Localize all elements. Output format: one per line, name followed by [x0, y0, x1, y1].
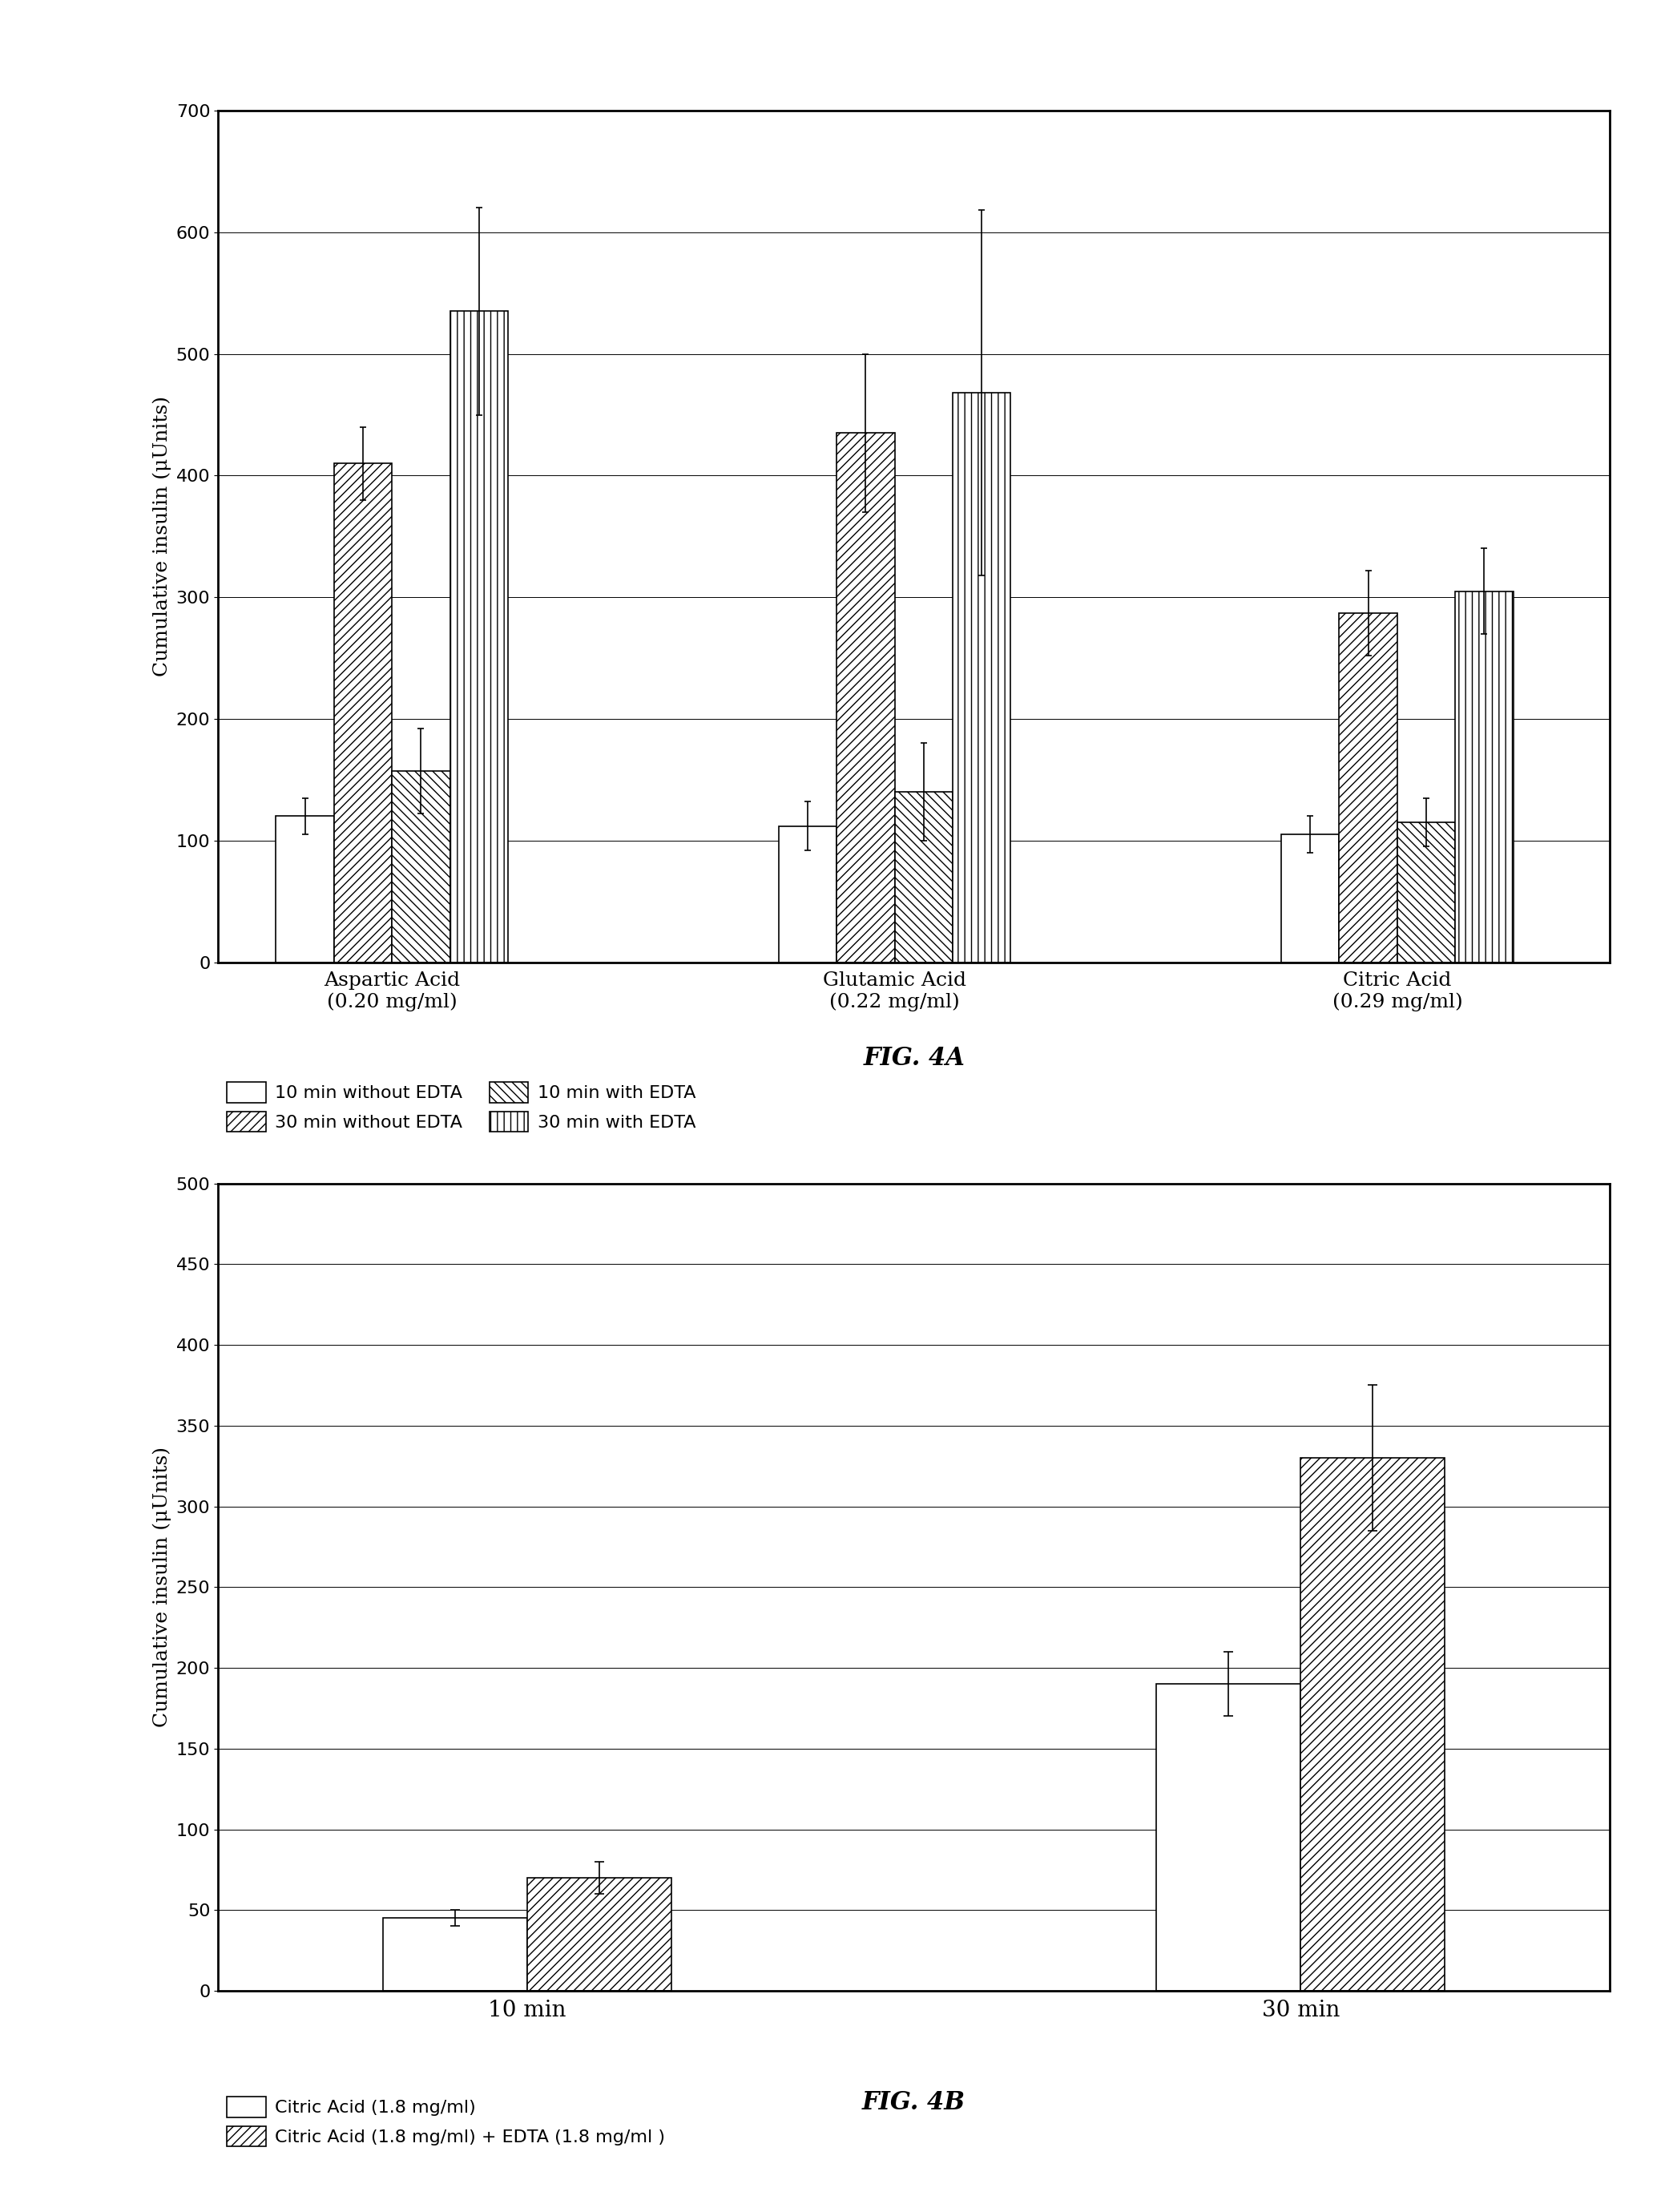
Text: FIG. 4A: FIG. 4A: [864, 1046, 964, 1071]
Bar: [334, 465, 392, 962]
Bar: [1340, 613, 1397, 962]
Bar: [382, 1918, 527, 1991]
Legend: 10 min without EDTA, 30 min without EDTA, 10 min with EDTA, 30 min with EDTA: 10 min without EDTA, 30 min without EDTA…: [226, 1082, 696, 1133]
Legend: Citric Acid (1.8 mg/ml), Citric Acid (1.8 mg/ml) + EDTA (1.8 mg/ml ): Citric Acid (1.8 mg/ml), Citric Acid (1.…: [226, 2097, 666, 2146]
Bar: [1281, 834, 1340, 962]
Bar: [277, 816, 334, 962]
Bar: [1301, 1458, 1446, 1991]
Bar: [1397, 823, 1456, 962]
Bar: [1456, 591, 1513, 962]
Bar: [1155, 1683, 1301, 1991]
Y-axis label: Cumulative insulin (μUnits): Cumulative insulin (μUnits): [153, 1447, 171, 1728]
Bar: [392, 772, 449, 962]
Text: FIG. 4B: FIG. 4B: [862, 2090, 966, 2115]
Bar: [953, 394, 1011, 962]
Bar: [894, 792, 953, 962]
Bar: [837, 434, 894, 962]
Y-axis label: Cumulative insulin (μUnits): Cumulative insulin (μUnits): [153, 396, 171, 677]
Bar: [527, 1878, 672, 1991]
Bar: [778, 825, 837, 962]
Bar: [449, 312, 508, 962]
